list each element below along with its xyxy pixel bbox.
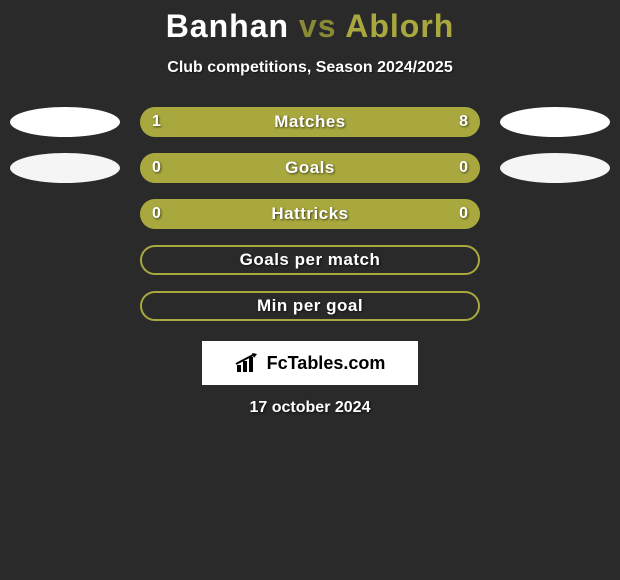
stat-bar-goals: 0 Goals 0	[140, 153, 480, 183]
logo-box: FcTables.com	[202, 341, 418, 385]
stat-row-mpg: Min per goal	[0, 291, 620, 321]
stat-bar-mpg: Min per goal	[140, 291, 480, 321]
stat-row-matches: 1 Matches 8	[0, 107, 620, 137]
logo: FcTables.com	[235, 353, 386, 374]
player1-oval	[10, 153, 120, 183]
player2-oval	[500, 291, 610, 321]
player1-oval	[10, 107, 120, 137]
player1-oval	[10, 291, 120, 321]
stat-bar-gpm: Goals per match	[140, 245, 480, 275]
subtitle: Club competitions, Season 2024/2025	[167, 59, 452, 77]
page-title: Banhan vs Ablorh	[166, 8, 455, 45]
player2-oval	[500, 199, 610, 229]
stat-row-goals: 0 Goals 0	[0, 153, 620, 183]
stat-bar-hattricks: 0 Hattricks 0	[140, 199, 480, 229]
stat-label: Goals per match	[142, 250, 478, 270]
comparison-container: Banhan vs Ablorh Club competitions, Seas…	[0, 0, 620, 417]
date-label: 17 october 2024	[250, 399, 371, 417]
player1-name: Banhan	[166, 8, 289, 44]
vs-label: vs	[299, 8, 337, 44]
player1-oval	[10, 199, 120, 229]
player2-oval	[500, 107, 610, 137]
player1-oval	[10, 245, 120, 275]
logo-text: FcTables.com	[267, 353, 386, 374]
stat-value-right: 0	[459, 159, 468, 177]
player2-oval	[500, 153, 610, 183]
player2-oval	[500, 245, 610, 275]
stat-label: Hattricks	[140, 204, 480, 224]
stat-label: Matches	[140, 112, 480, 132]
stat-row-gpm: Goals per match	[0, 245, 620, 275]
stat-bar-matches: 1 Matches 8	[140, 107, 480, 137]
stat-label: Goals	[140, 158, 480, 178]
chart-bars-icon	[235, 353, 261, 373]
stat-value-right: 8	[459, 113, 468, 131]
stat-value-right: 0	[459, 205, 468, 223]
stat-row-hattricks: 0 Hattricks 0	[0, 199, 620, 229]
stat-label: Min per goal	[142, 296, 478, 316]
player2-name: Ablorh	[345, 8, 454, 44]
